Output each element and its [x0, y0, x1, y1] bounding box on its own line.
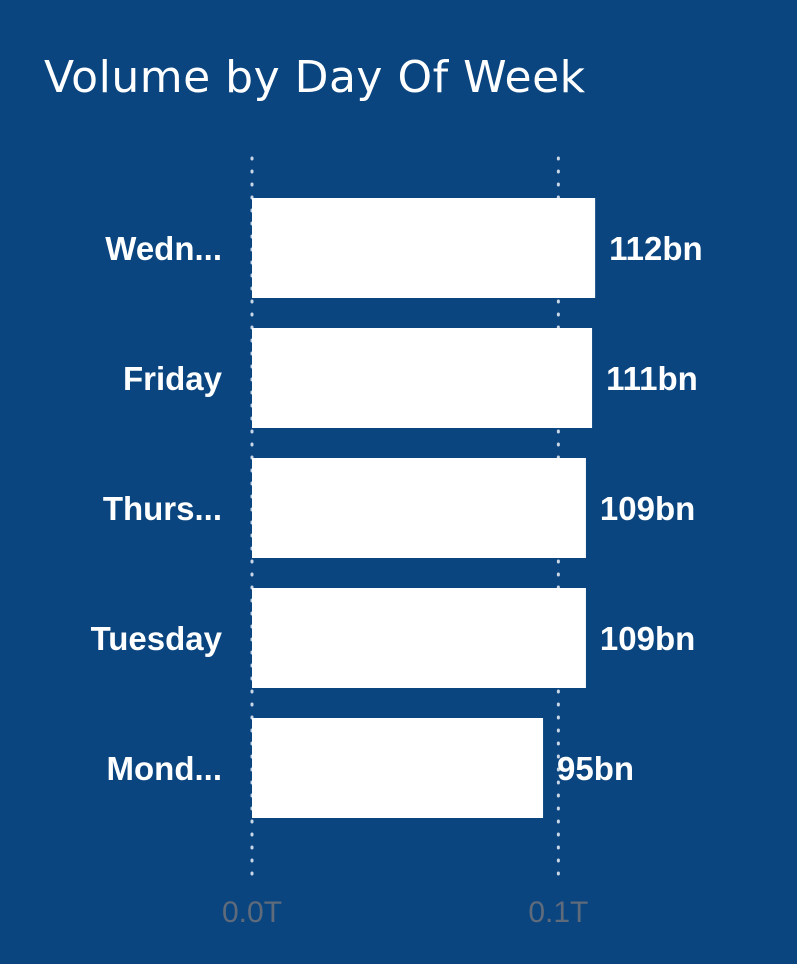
category-label: Wedn...	[105, 230, 222, 267]
x-tick-label: 0.1T	[528, 896, 588, 929]
chart-title: Volume by Day Of Week	[44, 52, 586, 103]
data-label: 109bn	[600, 620, 695, 657]
category-label: Mond...	[107, 750, 222, 787]
bar[interactable]	[252, 328, 593, 428]
data-label: 109bn	[600, 490, 695, 527]
bar[interactable]	[252, 718, 544, 818]
category-label: Thurs...	[103, 490, 222, 527]
category-label: Friday	[123, 360, 223, 397]
bars	[252, 198, 596, 818]
x-axis: 0.0T 0.1T	[222, 896, 588, 929]
data-label: 111bn	[606, 360, 698, 397]
bar[interactable]	[252, 458, 586, 558]
labels: Wedn... 112bn Friday 111bn Thurs... 109bn Tues…	[91, 230, 703, 787]
data-label: 95bn	[557, 750, 634, 787]
data-label: 112bn	[609, 230, 703, 267]
category-label: Tuesday	[91, 620, 223, 657]
x-tick-label: 0.0T	[222, 896, 282, 929]
bar[interactable]	[252, 588, 586, 688]
bar[interactable]	[252, 198, 596, 298]
